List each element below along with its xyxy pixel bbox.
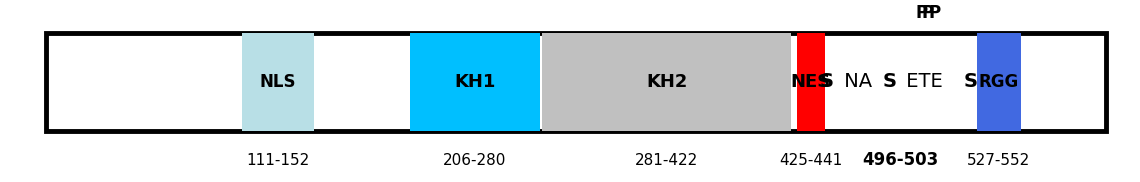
Text: NA: NA: [838, 72, 872, 91]
Text: S: S: [882, 72, 896, 91]
Bar: [46, 33, 1106, 131]
Bar: [977, 33, 1021, 131]
Text: KH1: KH1: [455, 73, 496, 91]
Bar: [242, 33, 315, 131]
Text: NLS: NLS: [260, 73, 296, 91]
Bar: [409, 33, 540, 131]
Text: RGG: RGG: [979, 73, 1019, 91]
Text: NES: NES: [790, 73, 831, 91]
Text: S: S: [820, 72, 834, 91]
Text: P: P: [921, 4, 934, 22]
Bar: [543, 33, 791, 131]
Text: 281-422: 281-422: [635, 153, 699, 168]
Text: KH2: KH2: [646, 73, 687, 91]
Text: 527-552: 527-552: [967, 153, 1031, 168]
Text: 111-152: 111-152: [246, 153, 310, 168]
Text: 496-503: 496-503: [863, 151, 939, 169]
Text: 425-441: 425-441: [779, 153, 842, 168]
Text: P: P: [928, 4, 940, 22]
Text: 206-280: 206-280: [443, 153, 506, 168]
Text: S: S: [963, 72, 977, 91]
Bar: [797, 33, 825, 131]
Text: ETE: ETE: [901, 72, 950, 91]
Text: P: P: [915, 4, 928, 22]
